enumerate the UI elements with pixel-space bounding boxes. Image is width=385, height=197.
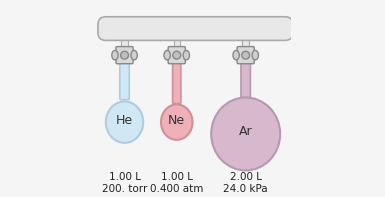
Bar — [174, 33, 180, 48]
Ellipse shape — [252, 50, 258, 60]
FancyBboxPatch shape — [120, 54, 129, 100]
Text: Ne: Ne — [168, 114, 185, 127]
FancyBboxPatch shape — [241, 54, 250, 98]
Text: 24.0 kPa: 24.0 kPa — [223, 184, 268, 194]
Text: 200. torr: 200. torr — [102, 184, 147, 194]
FancyBboxPatch shape — [116, 47, 133, 64]
Ellipse shape — [183, 50, 189, 60]
Text: Ar: Ar — [239, 125, 253, 138]
FancyBboxPatch shape — [98, 17, 293, 40]
Bar — [242, 33, 249, 48]
Circle shape — [242, 51, 249, 59]
Ellipse shape — [161, 104, 192, 140]
Text: 1.00 L: 1.00 L — [161, 172, 193, 182]
FancyBboxPatch shape — [168, 47, 185, 64]
Text: 1.00 L: 1.00 L — [109, 172, 141, 182]
Ellipse shape — [106, 101, 143, 143]
Ellipse shape — [233, 50, 239, 60]
Ellipse shape — [112, 50, 118, 60]
Bar — [121, 33, 128, 48]
Text: 2.00 L: 2.00 L — [230, 172, 262, 182]
Circle shape — [121, 51, 129, 59]
FancyBboxPatch shape — [237, 47, 254, 64]
Ellipse shape — [131, 50, 137, 60]
Text: 0.400 atm: 0.400 atm — [150, 184, 203, 194]
Circle shape — [173, 51, 181, 59]
FancyBboxPatch shape — [172, 54, 181, 104]
Ellipse shape — [211, 98, 280, 170]
Text: He: He — [116, 114, 133, 127]
Ellipse shape — [164, 50, 170, 60]
